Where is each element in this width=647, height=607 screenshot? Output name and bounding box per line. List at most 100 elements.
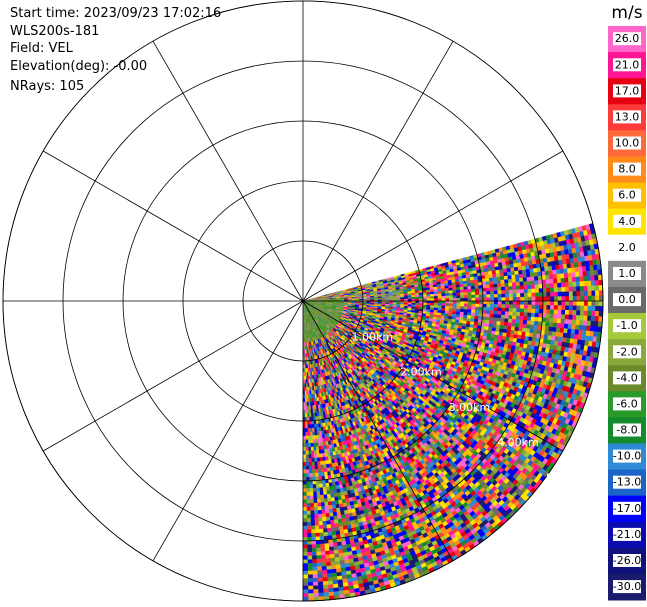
velocity-gate: [400, 297, 405, 300]
velocity-gate: [531, 300, 536, 306]
velocity-gate: [508, 282, 513, 287]
velocity-gate: [519, 308, 525, 313]
velocity-gate: [508, 293, 514, 298]
velocity-gate: [463, 289, 468, 293]
velocity-gate: [504, 279, 509, 284]
velocity-gate: [555, 269, 561, 275]
velocity-gate: [583, 305, 589, 312]
velocity-gate: [583, 280, 588, 287]
velocity-gate: [575, 276, 581, 283]
velocity-gate: [542, 309, 547, 314]
velocity-gate: [508, 286, 513, 291]
velocity-gate: [507, 278, 513, 284]
velocity-gate: [433, 296, 439, 299]
velocity-gate: [467, 306, 472, 311]
velocity-gate: [514, 270, 520, 276]
velocity-gate: [516, 296, 521, 302]
velocity-gate: [521, 327, 527, 333]
velocity-gate: [516, 304, 521, 309]
velocity-gate: [546, 287, 551, 293]
velocity-gate: [430, 293, 435, 297]
velocity-gate: [471, 297, 476, 302]
velocity-gate: [569, 300, 574, 306]
velocity-gate: [489, 313, 494, 318]
velocity-gate: [415, 294, 420, 298]
velocity-gate: [575, 324, 580, 331]
velocity-gate: [546, 300, 551, 306]
velocity-gate: [448, 305, 454, 310]
velocity-gate: [516, 300, 521, 306]
velocity-gate: [444, 288, 450, 292]
velocity-gate: [507, 322, 513, 327]
velocity-gate: [448, 308, 454, 312]
velocity-gate: [448, 287, 453, 292]
velocity-gate: [467, 312, 472, 316]
velocity-gate: [561, 309, 566, 315]
velocity-gate: [560, 277, 566, 284]
velocity-gate: [591, 295, 596, 302]
velocity-gate: [567, 323, 573, 330]
velocity-gate: [535, 292, 540, 298]
velocity-gate: [527, 304, 532, 310]
velocity-gate: [598, 295, 604, 302]
velocity-gate: [497, 311, 502, 316]
velocity-gate: [505, 290, 510, 295]
velocity-gate: [527, 312, 532, 318]
velocity-gate: [437, 305, 442, 309]
velocity-gate: [534, 312, 540, 318]
velocity-gate: [571, 324, 576, 330]
velocity-gate: [503, 321, 509, 327]
velocity-gate: [527, 300, 532, 306]
velocity-gate: [456, 295, 461, 299]
velocity-gate: [548, 326, 554, 332]
velocity-gate: [594, 285, 600, 291]
velocity-gate: [579, 315, 585, 321]
velocity-gate: [575, 319, 581, 326]
velocity-gate: [466, 283, 472, 287]
velocity-gate: [497, 307, 502, 312]
velocity-gate: [475, 306, 480, 311]
velocity-gate: [546, 292, 551, 297]
velocity-gate: [535, 296, 540, 302]
velocity-gate: [430, 303, 435, 306]
velocity-gate: [538, 292, 544, 298]
velocity-gate: [497, 286, 502, 291]
velocity-gate: [545, 322, 550, 328]
velocity-gate: [456, 308, 461, 313]
velocity-gate: [561, 291, 566, 297]
velocity-gate: [575, 271, 580, 278]
velocity-gate: [579, 310, 585, 316]
velocity-gate: [572, 296, 577, 302]
velocity-gate: [422, 296, 427, 300]
velocity-gate: [518, 269, 523, 275]
velocity-gate: [504, 282, 509, 288]
velocity-gate: [516, 311, 521, 317]
velocity-gate: [470, 285, 476, 290]
velocity-gate: [456, 306, 461, 310]
velocity-gate: [527, 284, 532, 290]
velocity-gate: [556, 278, 562, 284]
velocity-gate: [535, 304, 540, 310]
velocity-gate: [493, 304, 499, 309]
velocity-gate: [520, 300, 525, 306]
velocity-gate: [490, 307, 495, 312]
velocity-gate: [593, 269, 599, 276]
velocity-gate: [441, 290, 446, 294]
velocity-gate: [415, 302, 420, 306]
velocity-gate: [561, 305, 566, 311]
velocity-gate: [598, 311, 604, 317]
velocity-gate: [552, 322, 558, 328]
velocity-gate: [560, 323, 565, 329]
velocity-gate: [598, 305, 604, 312]
velocity-gate: [516, 289, 521, 294]
velocity-gate: [518, 327, 523, 333]
velocity-gate: [553, 318, 558, 324]
velocity-gate: [523, 285, 528, 290]
velocity-gate: [584, 300, 589, 307]
velocity-gate: [526, 272, 531, 278]
velocity-gate: [500, 279, 505, 284]
velocity-gate: [464, 297, 469, 302]
velocity-gate: [595, 305, 600, 312]
velocity-gate: [565, 300, 570, 306]
velocity-gate: [545, 279, 551, 285]
